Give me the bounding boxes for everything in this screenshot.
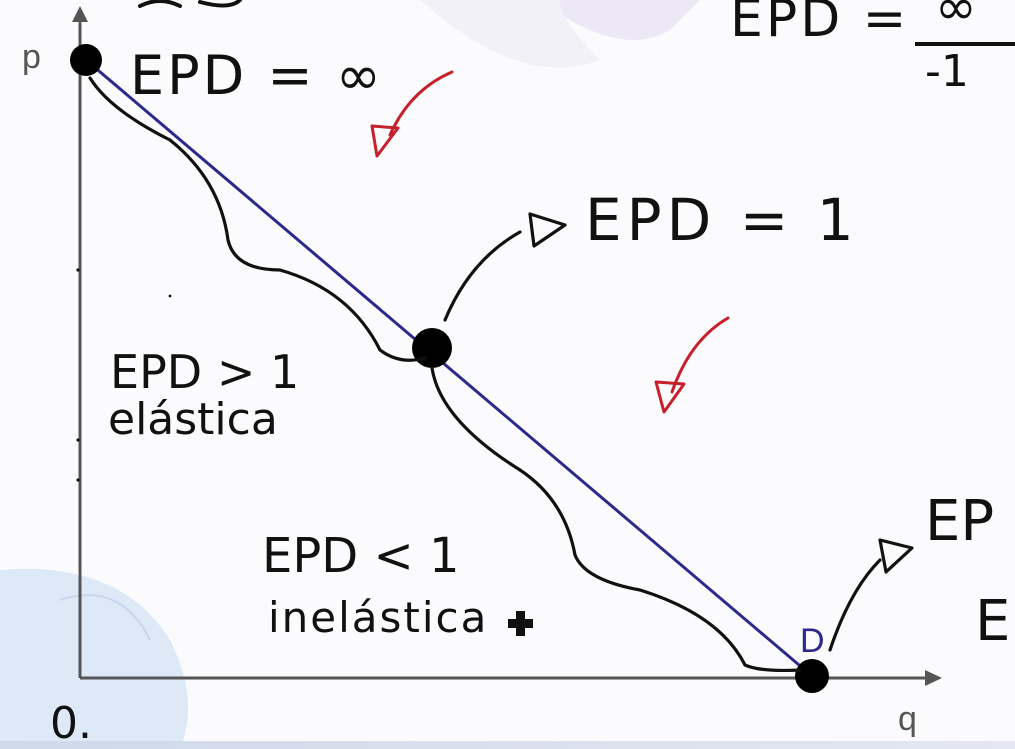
red-arrow-upper-head xyxy=(370,124,400,158)
annotation-cut-bottom-right-top: EP xyxy=(925,489,994,554)
annotation-inelastic-word: inelástica xyxy=(268,593,488,642)
annotation-cut-top-right-denominator: -1 xyxy=(925,46,969,97)
annotation-cut-top-right: EPD = xyxy=(730,0,909,49)
red-arrow-lower xyxy=(670,316,730,394)
annotation-elastic-word: elástica xyxy=(108,394,278,445)
pointer-to-bottom xyxy=(828,558,882,652)
y-axis-arrowhead xyxy=(72,6,88,22)
y-axis-dots xyxy=(76,268,172,482)
annotation-elastic-condition: EPD > 1 xyxy=(110,345,299,399)
pointer-to-mid xyxy=(443,230,522,322)
lower-brace xyxy=(430,366,802,673)
point-top xyxy=(70,44,102,76)
origin-label: 0. xyxy=(50,698,92,749)
red-direction-arrows xyxy=(370,70,730,414)
annotation-cut-top-right-numerator: ∞ xyxy=(935,0,977,36)
demand-curve-label: D xyxy=(800,622,825,660)
annotation-epd-infinity: EPD = ∞ xyxy=(130,44,384,107)
point-mid xyxy=(412,328,452,368)
background-decoration xyxy=(0,0,700,749)
x-axis-arrowhead xyxy=(925,670,942,686)
upper-brace xyxy=(88,76,427,362)
demand-line xyxy=(85,58,813,678)
y-axis-label: p xyxy=(22,38,41,76)
annotations: EPD = ∞ EPD = 1 EPD > 1 elástica EPD < 1… xyxy=(108,0,1015,654)
pointer-to-bottom-head xyxy=(878,538,914,574)
axes: p q 0. xyxy=(22,6,942,749)
pointer-to-mid-head xyxy=(528,212,567,248)
mouse-cursor xyxy=(508,611,533,636)
annotation-cut-bottom-right-bottom: E xyxy=(975,589,1010,654)
red-arrow-lower-head xyxy=(654,380,686,414)
red-arrow-upper xyxy=(388,70,454,137)
x-axis-label: q xyxy=(898,700,917,738)
annotation-inelastic-condition: EPD < 1 xyxy=(262,528,460,584)
point-bottom xyxy=(795,659,829,693)
annotation-epd-one: EPD = 1 xyxy=(585,186,859,254)
bottom-strip xyxy=(0,741,1015,749)
cut-top-left-scribble xyxy=(138,0,242,8)
